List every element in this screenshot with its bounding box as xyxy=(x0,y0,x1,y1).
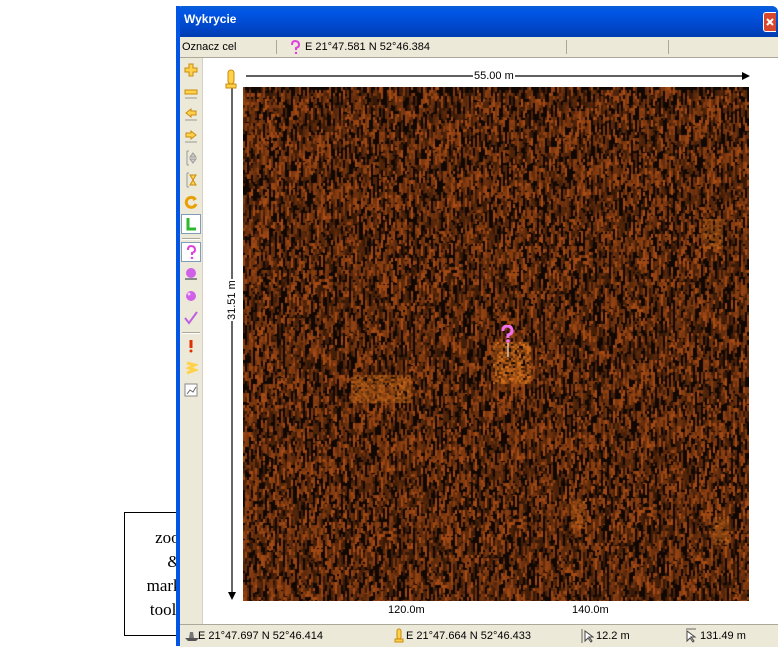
close-button[interactable] xyxy=(763,12,776,32)
exclamation-marker-icon xyxy=(189,340,193,353)
toolbar-separator xyxy=(182,238,200,240)
info-divider xyxy=(566,40,567,54)
width-dimension-label: 55.00 m xyxy=(473,70,515,82)
pin-marker-icon xyxy=(225,69,237,89)
pin-coordinates: E 21°47.664 N 52°46.433 xyxy=(406,630,532,642)
height-dimension-label: 31.51 m xyxy=(226,279,238,321)
exclamation-marker-button[interactable] xyxy=(183,338,199,354)
detection-window: Wykrycie Oznacz cel E 21°47.581 N 52°46.… xyxy=(176,6,778,647)
pin-icon xyxy=(394,628,404,643)
distance-cursor-icon xyxy=(581,629,594,643)
toolbar-separator xyxy=(182,332,200,334)
check-marker-button[interactable] xyxy=(183,310,199,326)
pan-right-icon xyxy=(185,129,197,143)
distance-value-1: 12.2 m xyxy=(596,630,630,642)
title-bar[interactable]: Wykrycie xyxy=(176,6,778,37)
range-cursor-icon xyxy=(686,628,697,643)
window-title: Wykrycie xyxy=(184,12,237,26)
ship-icon xyxy=(185,632,199,641)
fit-height-icon xyxy=(186,150,197,166)
zoom-out-icon xyxy=(184,89,198,99)
note-marker-button[interactable] xyxy=(183,360,199,376)
pan-right-button[interactable] xyxy=(183,128,199,144)
annotation-leader-line xyxy=(139,504,185,534)
ship-coordinates: E 21°47.697 N 52°46.414 xyxy=(198,630,324,642)
pan-left-button[interactable] xyxy=(183,106,199,122)
sphere-marker-button[interactable] xyxy=(183,266,199,282)
question-marker-icon xyxy=(291,40,301,54)
sonar-image[interactable] xyxy=(243,87,749,601)
x-tick-label: 140.0m xyxy=(572,604,609,616)
refresh-icon xyxy=(184,195,198,209)
sphere-marker-alt-button[interactable] xyxy=(183,288,199,304)
info-divider xyxy=(668,40,669,54)
info-bar: Oznacz cel E 21°47.581 N 52°46.384 xyxy=(180,37,778,58)
zoom-in-button[interactable] xyxy=(183,62,199,78)
note-marker-icon xyxy=(185,361,198,375)
fit-height-button[interactable] xyxy=(183,150,199,166)
zoom-in-icon xyxy=(184,63,198,77)
distance-value-2: 131.49 m xyxy=(700,630,746,642)
measure-l-button[interactable] xyxy=(181,214,201,234)
question-marker-button[interactable] xyxy=(181,242,201,262)
x-tick-label: 120.0m xyxy=(388,604,425,616)
mode-label: Oznacz cel xyxy=(182,41,237,53)
zoom-markers-toolbar xyxy=(180,58,203,624)
question-target-marker[interactable] xyxy=(499,325,515,359)
close-icon xyxy=(766,18,774,26)
cursor-coordinates: E 21°47.581 N 52°46.384 xyxy=(305,41,431,53)
window-border xyxy=(176,6,180,646)
sonar-plot[interactable] xyxy=(243,87,749,601)
sphere-marker-icon xyxy=(185,268,197,280)
pan-left-icon xyxy=(185,107,197,121)
question-marker-icon xyxy=(187,245,197,259)
fit-vertical-icon xyxy=(186,172,197,188)
refresh-button[interactable] xyxy=(183,194,199,210)
sphere-marker-alt-icon xyxy=(186,291,196,301)
zoom-out-button[interactable] xyxy=(183,84,199,100)
chart-button[interactable] xyxy=(183,382,199,398)
status-bar: E 21°47.697 N 52°46.414 E 21°47.664 N 52… xyxy=(180,624,778,647)
info-divider xyxy=(276,40,277,54)
fit-vertical-button[interactable] xyxy=(183,172,199,188)
measure-l-icon xyxy=(186,218,196,231)
check-marker-icon xyxy=(184,311,198,325)
chart-icon xyxy=(184,383,198,397)
